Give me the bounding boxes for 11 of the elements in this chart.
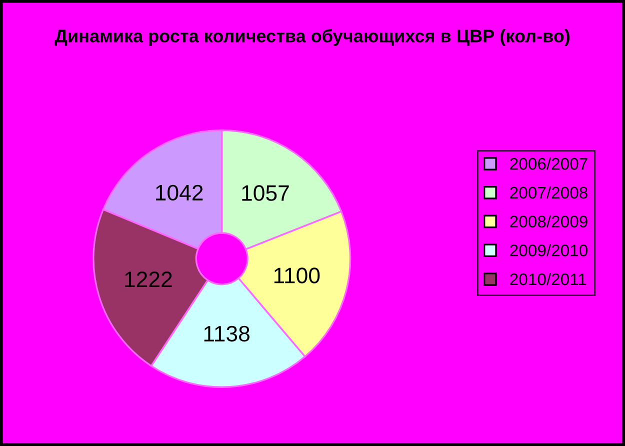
data-label: 1100 bbox=[274, 268, 320, 284]
data-label: 1222 bbox=[125, 272, 172, 288]
data-label: 1042 bbox=[156, 184, 203, 201]
legend-label: 2007/2008 bbox=[510, 186, 588, 199]
legend-label: 2006/2007 bbox=[510, 157, 588, 170]
chart-title: Динамика роста количества обучающихся в ЦВР (кол-во) bbox=[54, 28, 570, 46]
legend-label: 2009/2010 bbox=[510, 244, 588, 256]
data-label: 1138 bbox=[204, 326, 250, 342]
data-label: 1057 bbox=[242, 185, 289, 201]
legend-label: 2008/2009 bbox=[510, 215, 588, 228]
legend-label: 2010/2011 bbox=[510, 272, 586, 286]
